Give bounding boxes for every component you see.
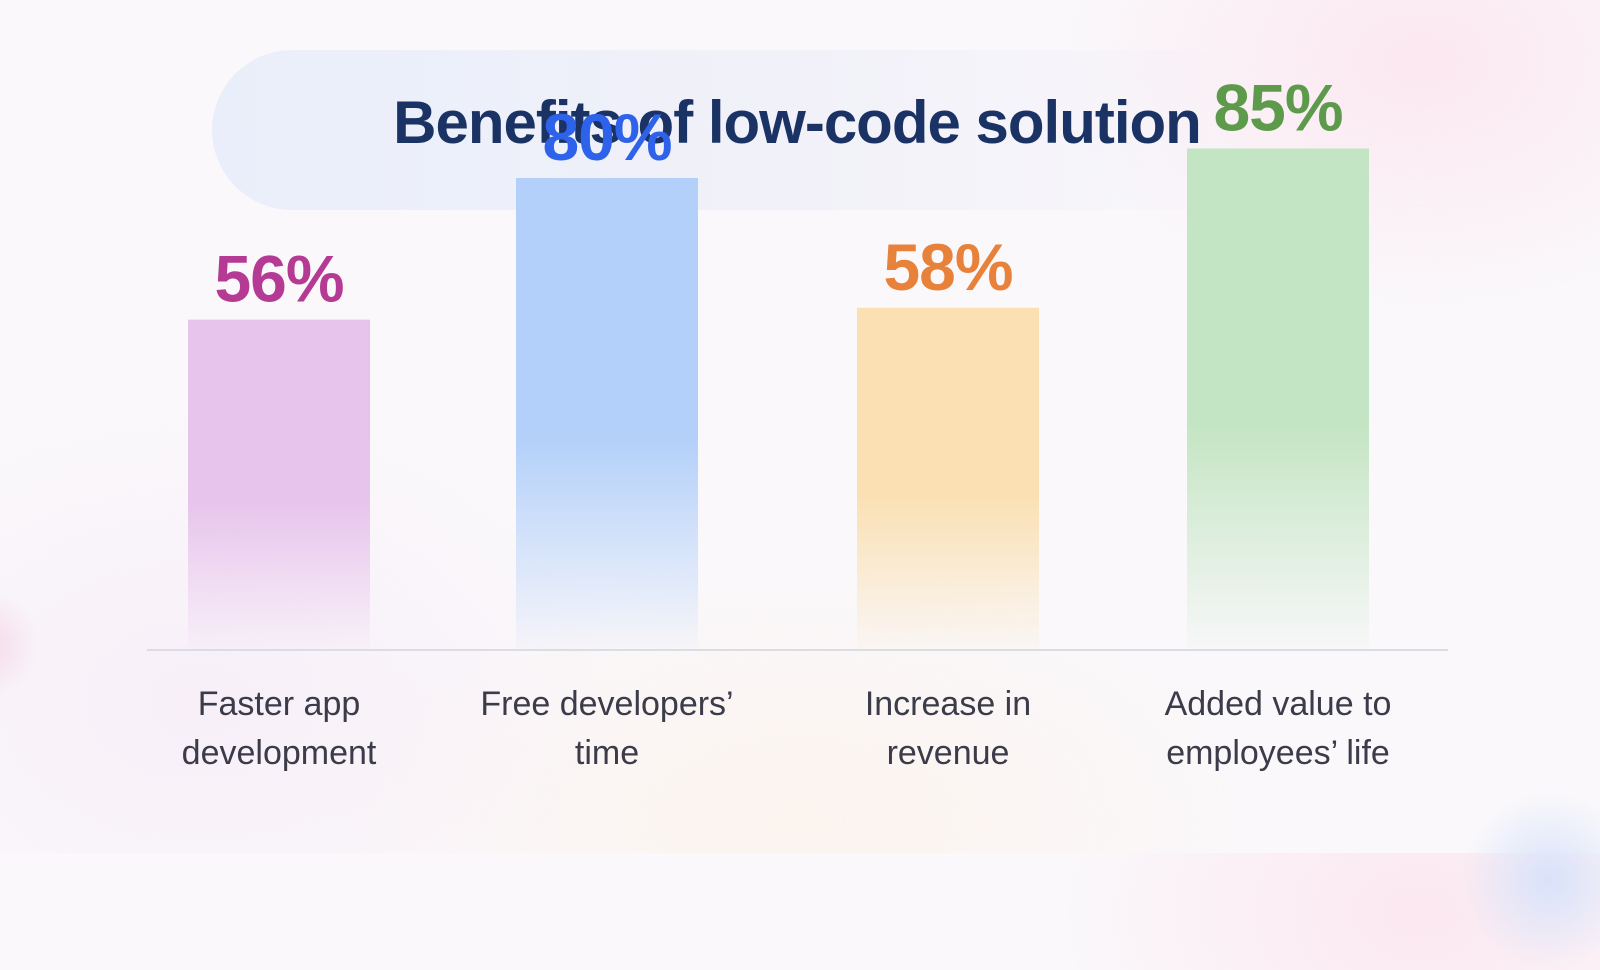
category-label-4: Added value to employees’ life: [1128, 680, 1428, 778]
bar-1: [188, 319, 370, 650]
category-label-line: Faster app: [197, 685, 361, 723]
value-labels-layer: 56% 80% 58% 85%: [214, 71, 1343, 316]
category-label-line: Added value to: [1164, 685, 1392, 723]
bar-chart: 56% 80% 58% 85%: [147, 71, 1448, 651]
value-label-2: 80%: [542, 100, 671, 174]
value-label-3: 58%: [883, 230, 1012, 304]
category-label-3: Increase in revenue: [798, 680, 1098, 778]
category-label-line: employees’ life: [1166, 734, 1390, 772]
category-label-line: Free developers’: [480, 685, 734, 723]
title-banner: [212, 50, 1292, 210]
category-label-line: time: [574, 734, 640, 772]
category-label-line: development: [181, 734, 377, 772]
category-label-line: Increase in: [864, 685, 1032, 723]
bar-2: [516, 178, 698, 650]
value-label-4: 85%: [1213, 71, 1342, 145]
bar-4: [1187, 148, 1369, 650]
bar-3: [857, 307, 1039, 650]
bars-layer: [188, 148, 1369, 650]
category-label-2: Free developers’ time: [457, 680, 757, 778]
chart-title: Benefits of low-code solution: [393, 89, 1202, 156]
category-label-1: Faster app development: [129, 680, 429, 778]
category-label-line: revenue: [886, 734, 1010, 772]
value-label-1: 56%: [214, 242, 343, 316]
